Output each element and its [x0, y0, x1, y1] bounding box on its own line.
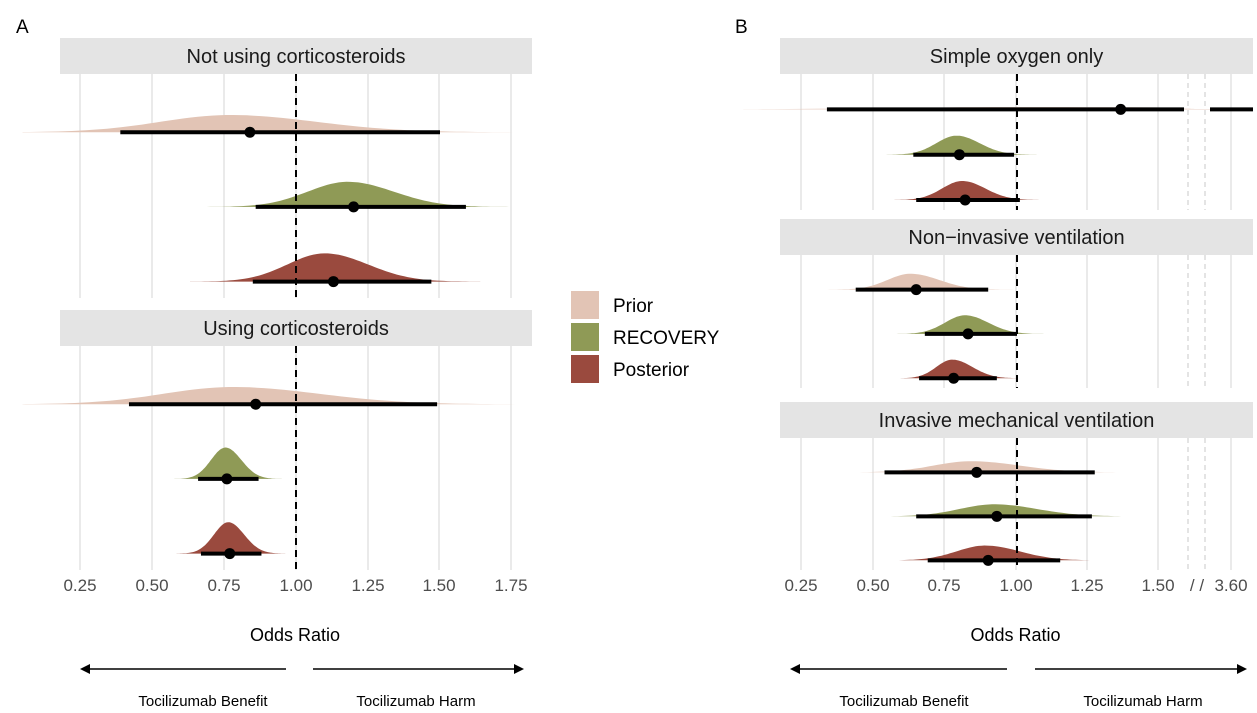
- chart-a-panel-1-title: Not using corticosteroids: [187, 46, 406, 68]
- chart-a-tick-label-3: 0.75: [207, 576, 240, 595]
- legend-swatch-posterior: [571, 355, 599, 383]
- chart-a-panel-2-title: Using corticosteroids: [203, 318, 389, 340]
- chart-b-panel-3-point-posterior: [982, 554, 994, 566]
- chart-b-benefit-label: Tocilizumab Benefit: [839, 693, 969, 710]
- chart-b-harm-arrow: [1035, 664, 1247, 674]
- chart-a-panel-2-point-recovery: [221, 473, 233, 485]
- chart-a-panel-2-point-posterior: [224, 548, 236, 560]
- chart-a-harm-label: Tocilizumab Harm: [356, 693, 475, 710]
- chart-a-panel-1-density-recovery: [202, 181, 514, 207]
- chart-b-panel-3-strip: [780, 402, 1253, 438]
- chart-a-panel-1-density-prior: [22, 115, 541, 133]
- benefit-arrow-head: [80, 664, 90, 674]
- chart-b-x-axis-title: Odds Ratio: [970, 625, 1060, 645]
- chart-a-panel-2-strip: [60, 310, 532, 346]
- chart-b-panel-2-point-posterior: [948, 372, 960, 384]
- chart-b-harm-label: Tocilizumab Harm: [1083, 693, 1202, 710]
- harm-arrow-head: [514, 664, 524, 674]
- chart-a-tick-label-7: 1.75: [494, 576, 527, 595]
- chart-b-panel-3-density-posterior: [881, 545, 1110, 561]
- harm-arrow-head: [1237, 664, 1247, 674]
- chart-b-panel-1-point-prior: [1115, 103, 1127, 115]
- benefit-arrow-head: [790, 664, 800, 674]
- chart-b-panel-3-density-prior: [836, 461, 1148, 473]
- chart-a-panel-2-point-prior: [250, 398, 262, 410]
- chart-a-tick-label-1: 0.25: [63, 576, 96, 595]
- chart-b-panel-2-density-posterior: [895, 359, 1025, 379]
- chart-b-panel-3-title: Invasive mechanical ventilation: [879, 410, 1155, 432]
- chart-b-tick-label-5: 1.25: [1070, 576, 1103, 595]
- chart-a-panel-1-point-posterior: [327, 276, 339, 288]
- chart-a-benefit-arrow: [80, 664, 286, 674]
- chart-b-panel-2-point-recovery: [962, 328, 974, 340]
- chart-a-panel-1-strip: [60, 38, 532, 74]
- chart-b-tick-label-4: 1.00: [999, 576, 1032, 595]
- chart-b-panel-3-point-prior: [971, 466, 983, 478]
- chart-a-tick-label-6: 1.50: [422, 576, 455, 595]
- chart-b-panel-2-title: Non−invasive ventilation: [908, 227, 1124, 249]
- chart-a-panel-1-point-recovery: [348, 201, 360, 213]
- panel-tag-a: A: [16, 17, 29, 38]
- chart-b-panel-2-strip: [780, 219, 1253, 255]
- legend-label-prior: Prior: [613, 296, 654, 317]
- legend-swatch-recovery: [571, 323, 599, 351]
- chart-b-tick-label-3: 0.75: [927, 576, 960, 595]
- legend-swatch-prior: [571, 291, 599, 319]
- chart-b-panel-2-density-prior: [827, 273, 1015, 290]
- chart-a-panel-1-density-posterior: [190, 253, 481, 282]
- chart-b-panel-1-strip: [780, 38, 1253, 74]
- chart-b-panel-2-density-recovery: [892, 315, 1049, 334]
- chart-b-tick-label-2: 0.50: [856, 576, 889, 595]
- chart-b-benefit-arrow: [790, 664, 1007, 674]
- chart-b-tick-label-1: 0.25: [784, 576, 817, 595]
- chart-b-tick-label-6: 1.50: [1141, 576, 1174, 595]
- chart-b-panel-1-density-recovery: [883, 135, 1040, 155]
- chart-b-panel-1-point-posterior: [959, 194, 971, 206]
- legend-label-recovery: RECOVERY: [613, 328, 720, 349]
- chart-b-panel-1-density-posterior: [889, 181, 1046, 200]
- chart-a-tick-label-5: 1.25: [351, 576, 384, 595]
- chart-b-panel-2-point-prior: [910, 284, 922, 296]
- chart-a-panel-2-density-recovery: [173, 447, 283, 479]
- chart-a-panel-2-density-posterior: [176, 522, 286, 554]
- panel-tag-b: B: [735, 17, 748, 38]
- chart-b-axis-break-label: / /: [1190, 576, 1204, 595]
- legend-label-posterior: Posterior: [613, 360, 690, 381]
- chart-a-tick-label-2: 0.50: [135, 576, 168, 595]
- chart-a-harm-arrow: [313, 664, 524, 674]
- chart-a-panel-1-point-prior: [244, 126, 256, 138]
- chart-b-panel-3-point-recovery: [991, 510, 1003, 522]
- chart-a-tick-label-4: 1.00: [279, 576, 312, 595]
- chart-b-panel-1-title: Simple oxygen only: [930, 46, 1103, 68]
- chart-b-panel-3-density-recovery: [869, 504, 1150, 517]
- chart-b-tick-label-7: 3.60: [1214, 576, 1247, 595]
- chart-b-panel-1-point-recovery: [953, 149, 965, 161]
- chart-a-x-axis-title: Odds Ratio: [250, 625, 340, 645]
- chart-a-benefit-label: Tocilizumab Benefit: [138, 693, 268, 710]
- chart-a-panel-2-density-prior: [22, 387, 544, 405]
